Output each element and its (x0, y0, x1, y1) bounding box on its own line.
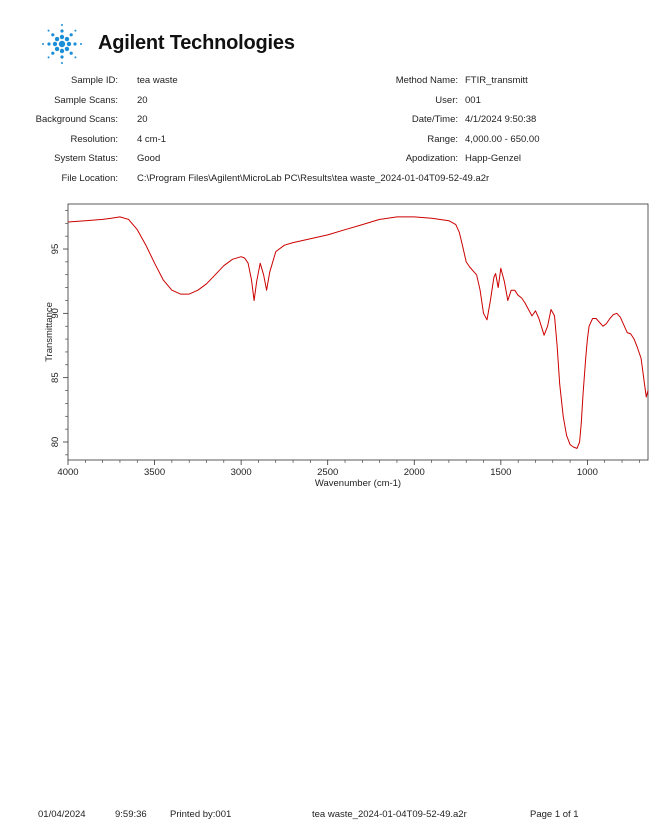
meta-left-value: Good (137, 153, 161, 164)
x-axis-label: Wavenumber (cm-1) (315, 478, 401, 489)
meta-left-value: 4 cm-1 (137, 133, 167, 145)
meta-left-label: System Status: (54, 153, 118, 164)
meta-left-value: tea waste (137, 75, 178, 86)
meta-right-value: 4,000.00 - 650.00 (465, 133, 540, 145)
meta-right-label: Range: (427, 133, 458, 145)
footer-date: 01/04/2024 (38, 809, 86, 820)
x-tick-label: 3500 (144, 467, 165, 478)
meta-left-value: 20 (137, 114, 148, 125)
meta-right-value: 001 (465, 94, 481, 106)
y-tick-label: 80 (50, 437, 61, 448)
ftir-spectrum-chart: 4000 3500 3000 2500 2000 1500 1000 80 85 90 95 Wave… (44, 203, 649, 489)
metadata-right: Method Name: FTIR_transmitt User: 001 Date/T… (0, 75, 668, 195)
y-tick-label: 85 (50, 372, 61, 383)
meta-right-label: Method Name: (395, 75, 458, 86)
meta-left-label: Sample Scans: (54, 94, 118, 106)
meta-right-value: Happ-Genzel (465, 153, 521, 164)
footer-time: 9:59:36 (115, 809, 147, 820)
x-tick-label: 1500 (490, 467, 511, 478)
x-tick-label: 1000 (577, 467, 598, 478)
y-tick-label: 95 (50, 244, 61, 255)
meta-right-label: Apodization: (405, 153, 458, 164)
x-tick-label: 3000 (231, 467, 252, 478)
y-axis-label: Transmittance (44, 302, 55, 362)
agilent-spark-icon (42, 24, 82, 64)
x-tick-label: 2000 (404, 467, 425, 478)
meta-left-label: Sample ID: (71, 75, 118, 86)
spectrum-line (67, 216, 649, 449)
footer-page-number: Page 1 of 1 (530, 809, 579, 820)
meta-left-label: File Location: (61, 172, 118, 184)
logo-text: Agilent Technologies (98, 32, 295, 54)
meta-left-value: 20 (137, 94, 148, 106)
plot-frame (67, 203, 649, 461)
meta-right-label: Date/Time: (411, 114, 458, 125)
meta-left-label: Background Scans: (35, 114, 118, 125)
meta-left-label: Resolution: (70, 133, 118, 145)
x-tick-label: 2500 (317, 467, 338, 478)
agilent-logo: Agilent Technologies (36, 20, 295, 70)
meta-right-value: 4/1/2024 9:50:38 (465, 114, 537, 125)
x-tick-label: 4000 (57, 467, 78, 478)
footer-file-name: tea waste_2024-01-04T09-52-49.a2r (312, 809, 467, 820)
meta-right-label: User: (435, 94, 458, 106)
y-tick-label: 90 (50, 308, 61, 319)
meta-left-value: C:\Program Files\Agilent\MicroLab PC\Res… (137, 172, 490, 184)
meta-right-value: FTIR_transmitt (465, 75, 528, 86)
metadata-left: Sample ID: tea waste Sample Scans: 20 Backgr… (0, 75, 600, 195)
footer-printed-by: Printed by:001 (170, 809, 232, 820)
